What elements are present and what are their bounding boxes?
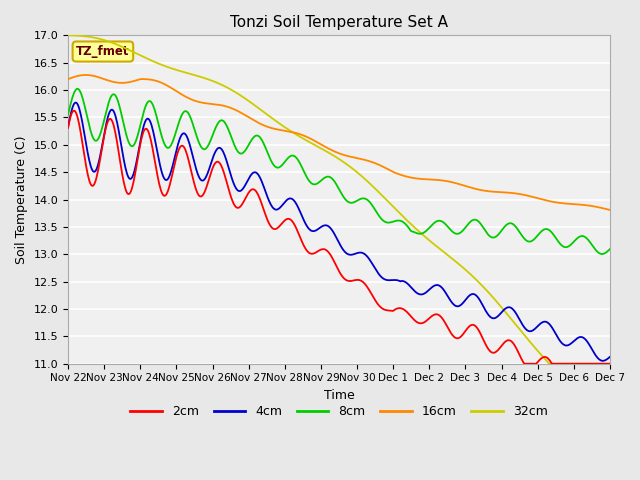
Y-axis label: Soil Temperature (C): Soil Temperature (C) xyxy=(15,135,28,264)
X-axis label: Time: Time xyxy=(324,389,355,402)
Title: Tonzi Soil Temperature Set A: Tonzi Soil Temperature Set A xyxy=(230,15,448,30)
Text: TZ_fmet: TZ_fmet xyxy=(76,45,130,58)
Legend: 2cm, 4cm, 8cm, 16cm, 32cm: 2cm, 4cm, 8cm, 16cm, 32cm xyxy=(125,400,552,423)
